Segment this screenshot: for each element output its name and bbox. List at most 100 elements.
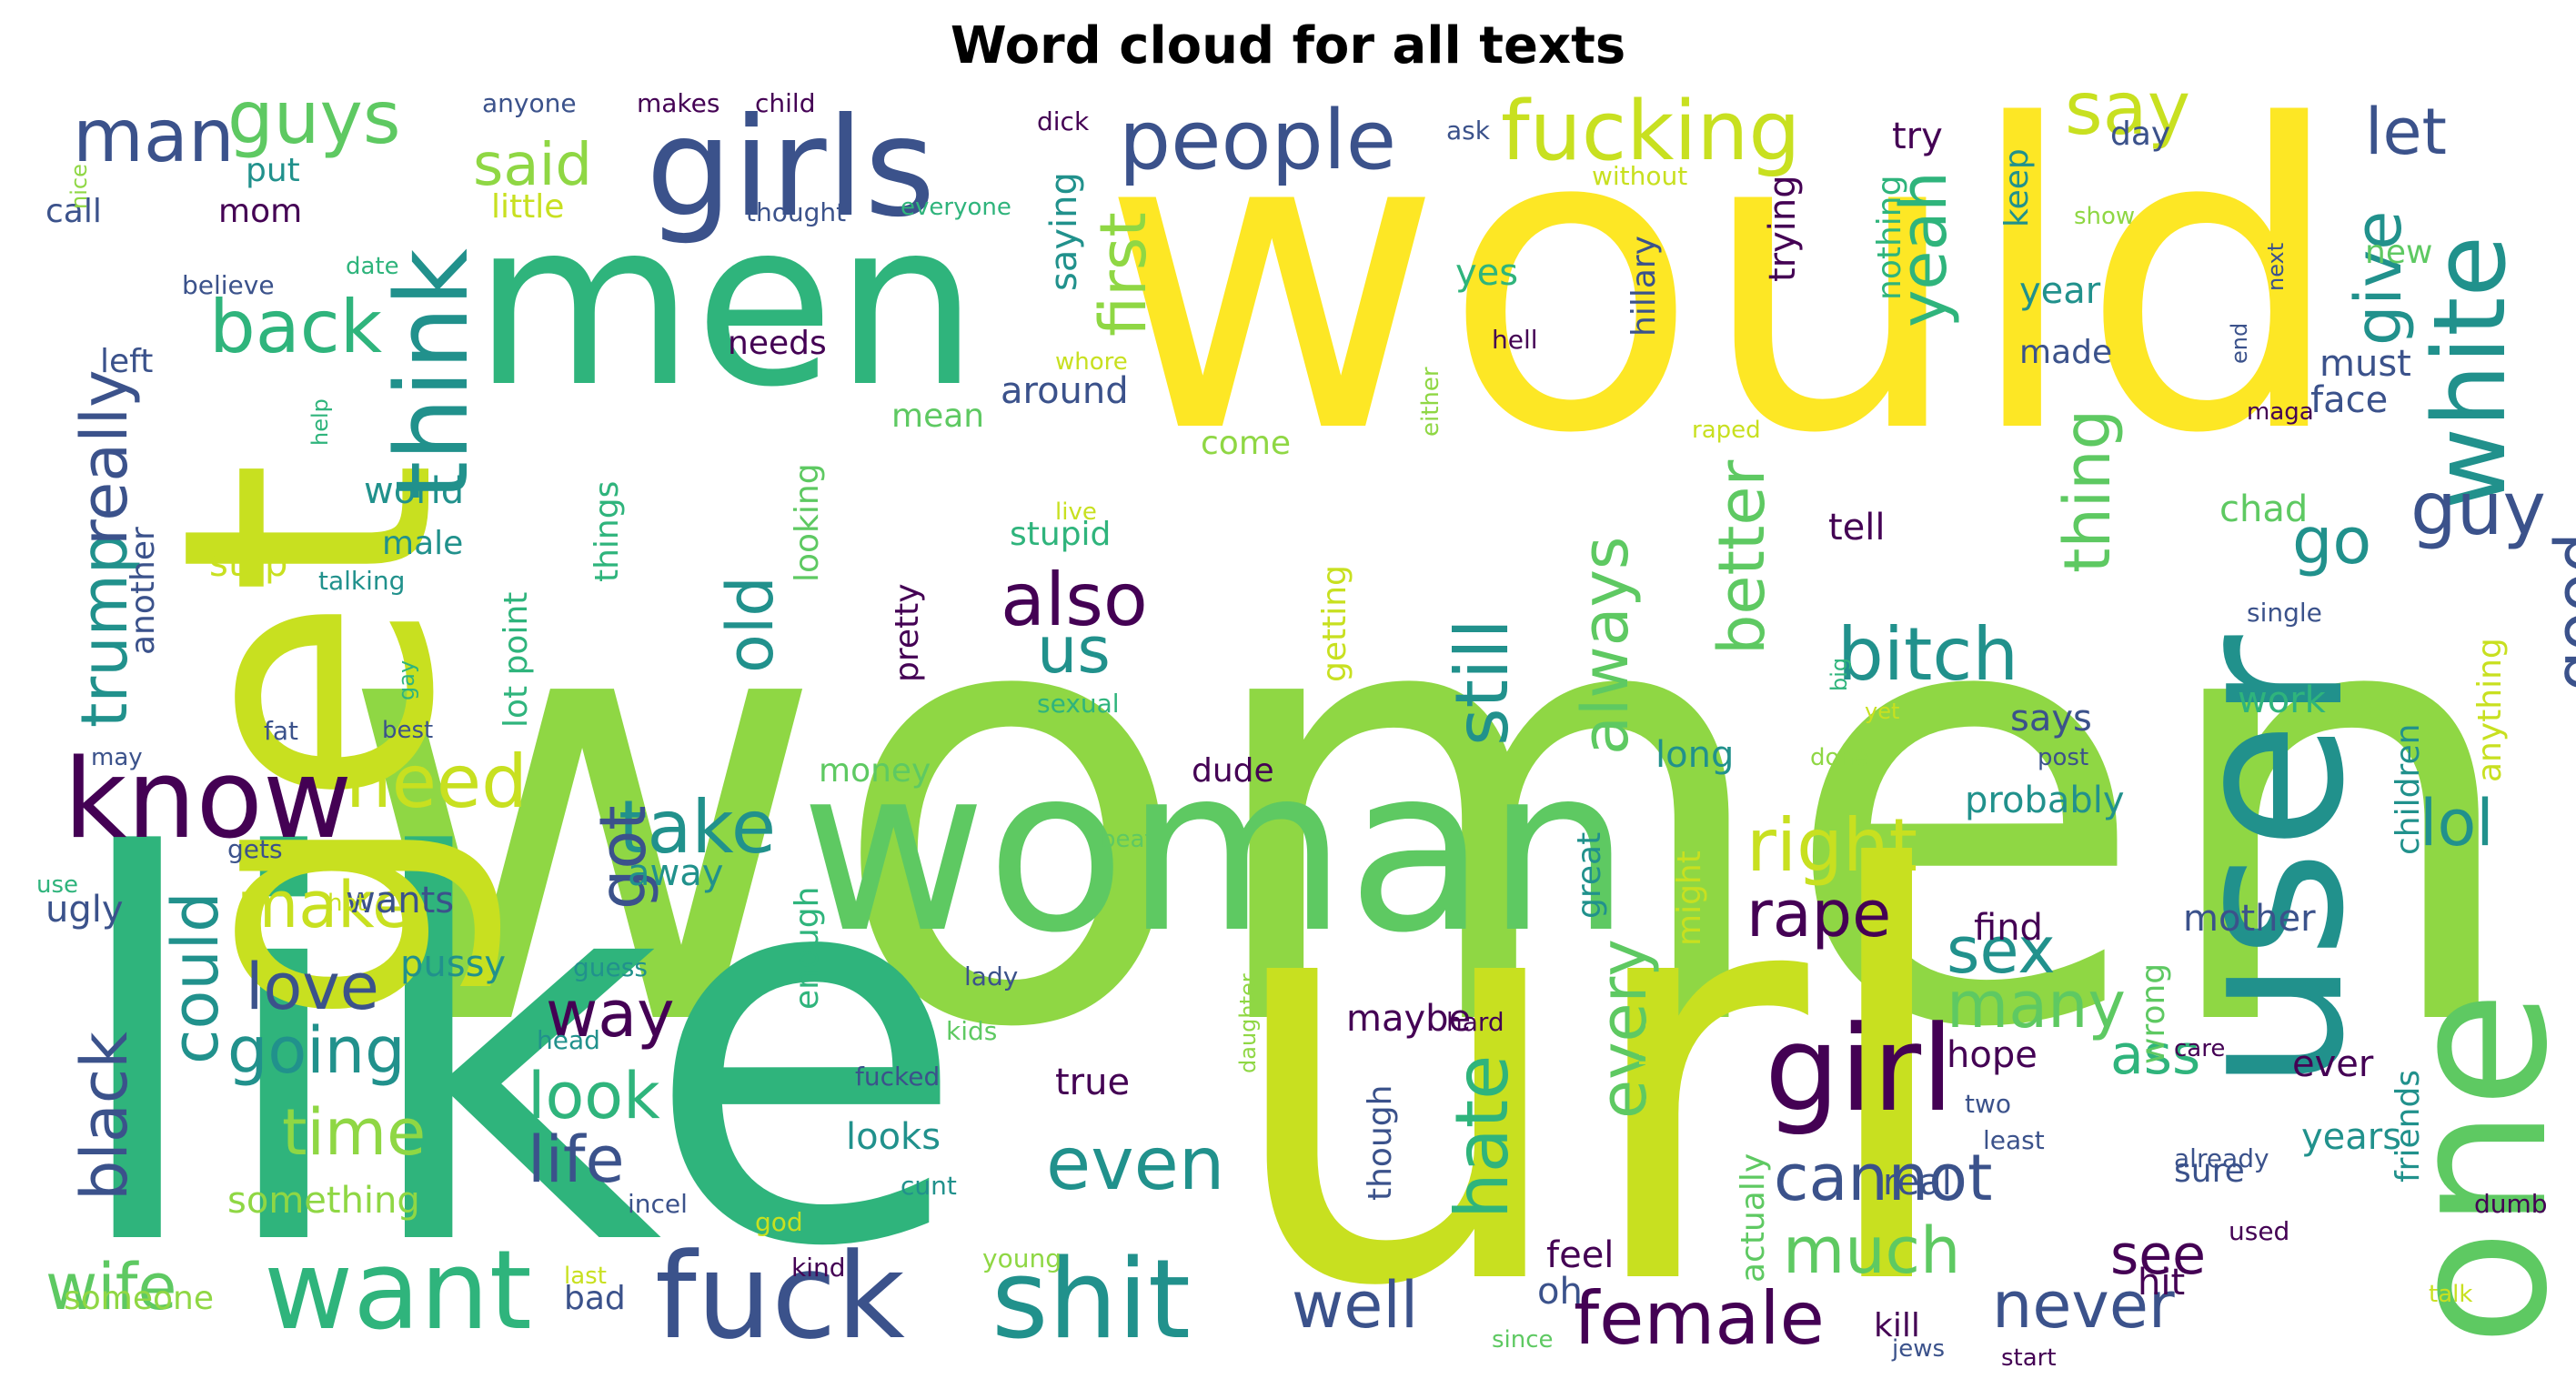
word-put: put: [246, 152, 300, 189]
word-kill: kill: [1874, 1307, 1920, 1344]
word-trying: trying: [1762, 175, 1804, 282]
word-either: either: [1417, 367, 1444, 437]
word-know: know: [64, 737, 353, 863]
word-help: help: [307, 398, 333, 446]
word-least: least: [1983, 1125, 2045, 1155]
word-hell: hell: [1492, 325, 1538, 355]
word-go: go: [2292, 504, 2372, 579]
word-used: used: [2229, 1216, 2290, 1246]
word-well: well: [1292, 1268, 1419, 1343]
word-woman: woman: [800, 718, 1631, 982]
word-mean: mean: [891, 398, 985, 435]
word-maybe: maybe: [1346, 998, 1472, 1040]
word-child: child: [755, 88, 816, 118]
word-great: great: [1571, 831, 1608, 919]
word-next: next: [2263, 242, 2289, 291]
word-going: going: [227, 1013, 406, 1088]
word-says: says: [2010, 698, 2092, 740]
word-live: live: [1055, 498, 1097, 526]
word-people: people: [1119, 93, 1397, 188]
word-maga: maga: [2247, 398, 2314, 426]
word-nothing: nothing: [1871, 175, 1908, 300]
word-love: love: [246, 950, 379, 1024]
word-care: care: [2174, 1035, 2226, 1062]
word-man: man: [73, 94, 235, 178]
word-guy: guy: [2410, 467, 2546, 551]
word-away: away: [628, 852, 724, 894]
word-sure: sure: [2174, 1153, 2245, 1190]
word-make: make: [236, 868, 412, 942]
word-said: said: [473, 132, 592, 199]
word-without: without: [1592, 161, 1688, 191]
word-end: end: [2227, 322, 2252, 364]
word-incel: incel: [628, 1189, 688, 1219]
word-year: year: [2019, 270, 2101, 312]
word-friends: friends: [2390, 1069, 2427, 1183]
word-start: start: [2001, 1344, 2057, 1372]
word-wife: wife: [45, 1250, 177, 1324]
word-gets: gets: [227, 834, 283, 864]
word-male: male: [382, 525, 464, 562]
word-looks: looks: [846, 1116, 941, 1158]
word-might: might: [1671, 851, 1708, 946]
word-take: take: [619, 785, 777, 870]
word-lol: lol: [2420, 786, 2494, 861]
word-really: really: [67, 369, 142, 546]
word-world: world: [364, 470, 465, 512]
word-talk: talk: [2429, 1281, 2473, 1308]
word-needs: needs: [728, 325, 827, 362]
word-lot-point: lot point: [498, 591, 535, 728]
word-may: may: [91, 744, 143, 771]
word-though: though: [1362, 1084, 1399, 1201]
word-hope: hope: [1947, 1034, 2038, 1076]
word-made: made: [2019, 334, 2113, 371]
word-beat: beat: [1101, 826, 1154, 853]
word-back: back: [209, 285, 383, 369]
word-already: already: [2174, 1143, 2269, 1173]
word-pussy: pussy: [400, 943, 507, 985]
word-also: also: [1001, 558, 1148, 642]
word-stop: stop: [209, 543, 288, 585]
word-wants: wants: [346, 880, 455, 921]
word-ever: ever: [2292, 1043, 2374, 1085]
word-dumb: dumb: [2474, 1189, 2548, 1219]
word-two: two: [1965, 1089, 2012, 1119]
word-female: female: [1574, 1276, 1825, 1361]
word-new: new: [2365, 234, 2433, 271]
word-ask: ask: [1446, 116, 1490, 146]
word-right: right: [1746, 803, 1917, 888]
word-head: head: [537, 1025, 600, 1055]
word-daughter: daughter: [1235, 973, 1261, 1073]
word-money: money: [819, 752, 931, 790]
word-face: face: [2310, 379, 2389, 421]
word-hillary: hillary: [1625, 236, 1663, 337]
word-sexual: sexual: [1037, 689, 1120, 719]
word-looking: looking: [789, 463, 826, 582]
word-ass: ass: [2110, 1023, 2201, 1087]
word-shit: shit: [991, 1237, 1191, 1364]
word-lady: lady: [964, 961, 1019, 991]
word-work: work: [2238, 679, 2326, 721]
word-big: big: [1826, 657, 1852, 691]
word-chad: chad: [2219, 488, 2309, 530]
word-life: life: [528, 1122, 625, 1197]
word-let: let: [2365, 95, 2447, 169]
word-way: way: [546, 977, 675, 1052]
word-around: around: [1001, 370, 1129, 412]
word-years: years: [2301, 1116, 2402, 1158]
word-god: god: [755, 1207, 803, 1237]
word-much: much: [1783, 1213, 1961, 1288]
word-whore: whore: [1055, 348, 1128, 376]
word-say: say: [2065, 82, 2191, 151]
word-young: young: [982, 1243, 1062, 1273]
word-everyone: everyone: [901, 194, 1011, 221]
word-mother: mother: [2183, 898, 2316, 940]
word-cunt: cunt: [901, 1171, 957, 1201]
word-stupid: stupid: [1010, 516, 1112, 553]
word-hate: hate: [1440, 1054, 1524, 1219]
word-yes: yes: [1455, 252, 1519, 294]
word-makes: makes: [637, 88, 720, 118]
word-hard: hard: [1446, 1007, 1504, 1037]
word-dick: dick: [1037, 106, 1090, 136]
word-time: time: [282, 1095, 427, 1170]
